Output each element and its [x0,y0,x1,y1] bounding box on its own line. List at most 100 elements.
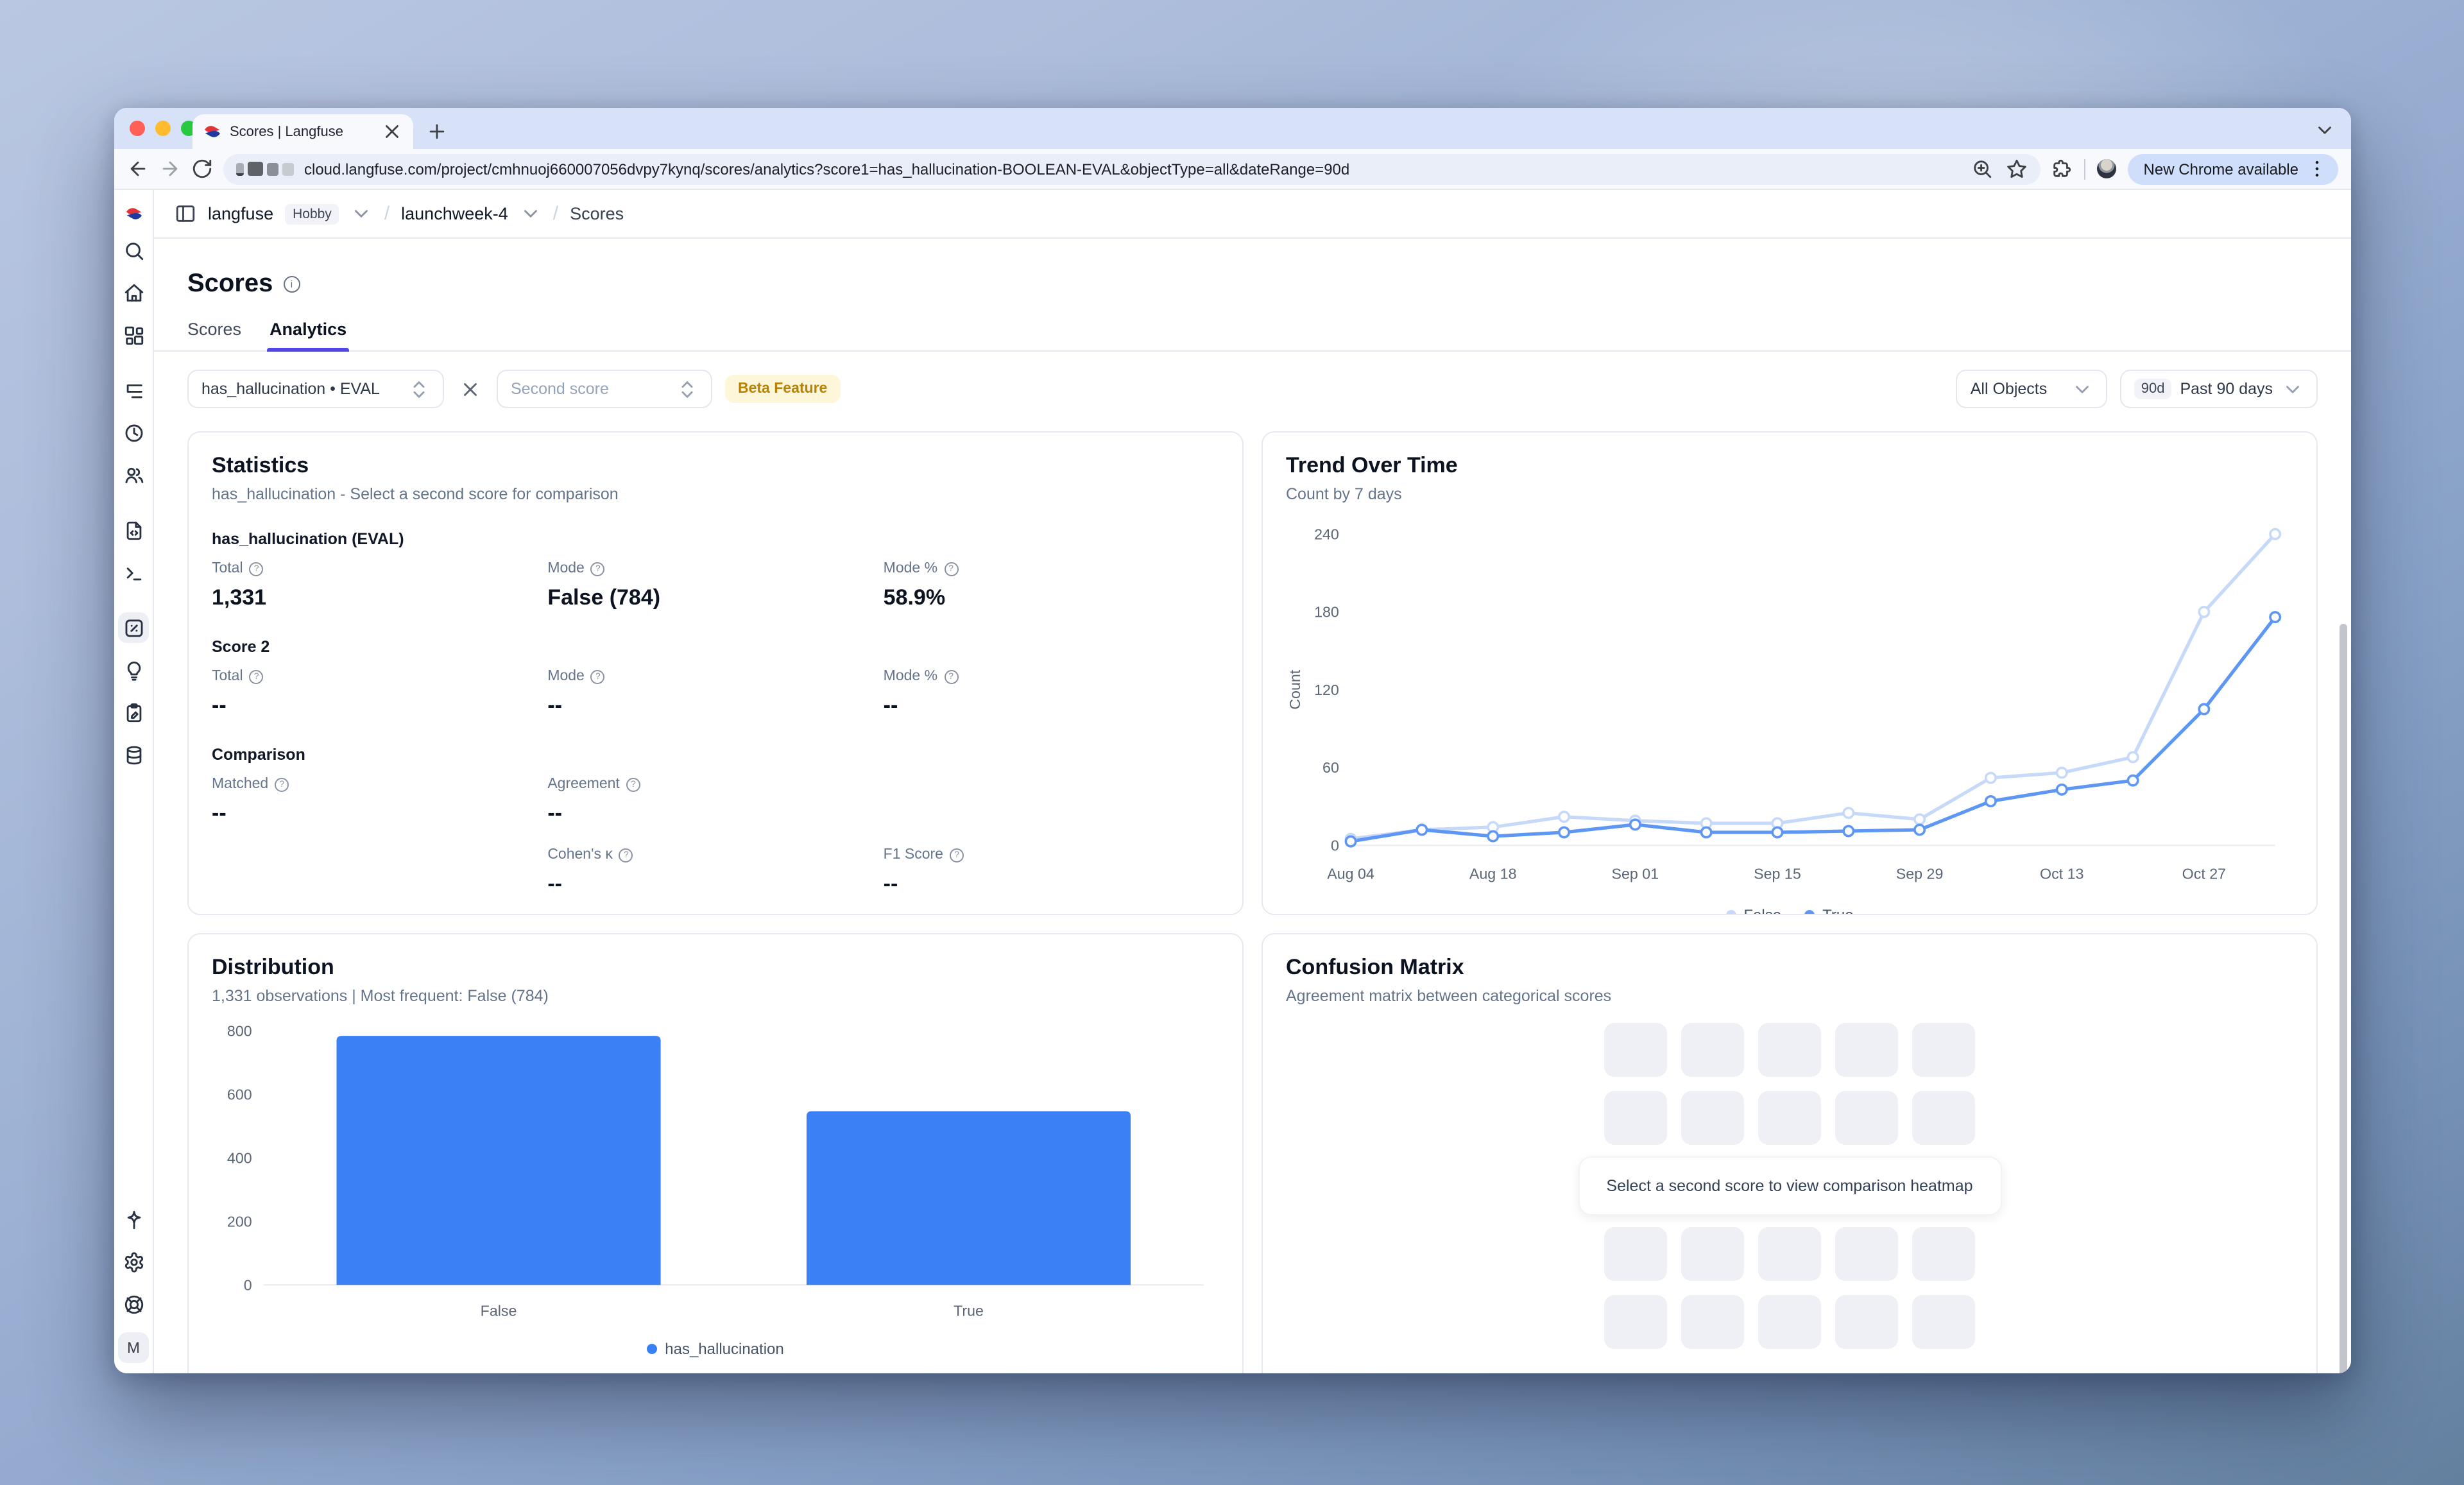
heatmap-placeholder-tile [1758,1295,1821,1349]
home-icon [123,282,144,304]
sidebar-item-playground[interactable] [118,557,149,588]
sidebar-item-datasets[interactable] [118,739,149,770]
org-chevron-down-icon[interactable] [351,203,373,225]
date-range-badge: 90d [2134,379,2171,399]
sidebar-item-sessions[interactable] [118,417,149,448]
object-type-select[interactable]: All Objects [1956,370,2108,408]
extensions-icon[interactable] [2051,158,2073,180]
help-icon[interactable]: ? [619,848,633,862]
heatmap-placeholder-tile [1604,1295,1667,1349]
chrome-menu-dots-icon[interactable] [2306,158,2328,180]
project-chevron-down-icon[interactable] [520,203,542,225]
sidebar-toggle-icon[interactable] [175,203,196,225]
confusion-title: Confusion Matrix [1286,955,1464,979]
confusion-placeholder-message: Select a second score to view comparison… [1578,1156,2001,1215]
trend-title: Trend Over Time [1286,453,1458,477]
playground-icon [123,562,144,583]
help-icon[interactable]: ? [249,669,264,683]
tab-scores[interactable]: Scores [187,320,242,339]
sidebar-item-search[interactable] [118,235,149,266]
legend-item-true: True [1804,906,1854,914]
window-controls[interactable] [130,121,196,136]
help-icon[interactable]: ? [944,562,959,576]
help-icon[interactable]: ? [275,777,289,791]
tab-analytics[interactable]: Analytics [267,320,350,352]
stat-label: F1 Score? [884,847,1219,863]
project-name[interactable]: launchweek-4 [401,204,508,223]
sidebar-item-support[interactable] [118,1289,149,1319]
user-avatar[interactable]: M [118,1332,149,1363]
chevrons-up-down-icon [676,378,698,400]
heatmap-placeholder-tile [1681,1295,1744,1349]
stat-label: Total? [212,669,547,684]
new-chrome-available-button[interactable]: New Chrome available [2128,153,2338,184]
svg-text:0: 0 [1331,837,1339,854]
info-icon[interactable]: i [283,276,300,293]
browser-window: Scores | Langfuse cloud.langfuse.com/pro… [114,108,2351,1373]
tab-close-icon[interactable] [381,121,403,142]
sidebar-item-annotation[interactable] [118,697,149,728]
browser-tab[interactable]: Scores | Langfuse [193,114,413,149]
statistics-card: Statistics has_hallucination - Select a … [187,431,1244,915]
stat-label: Cohen's κ? [547,847,883,863]
stat-block: Total? -- [212,669,547,719]
date-range-select[interactable]: 90d Past 90 days [2120,370,2318,408]
clear-score1-button[interactable] [457,378,484,400]
score2-select[interactable]: Second score [497,370,712,408]
page-tabs: Scores Analytics [154,320,2351,352]
langfuse-app: M langfuse Hobby / launchweek-4 / Scores [114,190,2351,1373]
heatmap-placeholder-tile [1758,1227,1821,1281]
chrome-profile-avatar[interactable] [2097,159,2117,178]
score1-select[interactable]: has_hallucination • EVAL [187,370,444,408]
stat-label: Matched? [212,777,547,792]
zoom-icon[interactable] [1972,158,1994,180]
forward-button[interactable] [159,158,181,180]
svg-text:Oct 13: Oct 13 [2040,866,2083,882]
back-button[interactable] [127,158,149,180]
sidebar-item-upgrade[interactable] [118,1204,149,1235]
close-window-button[interactable] [130,121,145,136]
svg-text:Sep 01: Sep 01 [1612,866,1659,882]
stat-section-heading: Score 2 [212,638,270,656]
help-icon[interactable]: ? [626,777,640,791]
sidebar-item-evals[interactable] [118,655,149,685]
svg-text:240: 240 [1314,526,1339,542]
sidebar-item-tracing[interactable] [118,375,149,406]
reload-button[interactable] [191,158,213,180]
address-bar[interactable]: cloud.langfuse.com/project/cmhnuoj660007… [223,153,2041,184]
sidebar-item-scores[interactable] [118,612,149,643]
tab-search-chevron-icon[interactable] [2314,119,2336,141]
sidebar-item-settings[interactable] [118,1246,149,1277]
sidebar-item-home[interactable] [118,277,149,308]
stat-block: F1 Score? -- [884,847,1219,897]
sidebar-item-users[interactable] [118,459,149,490]
help-icon[interactable]: ? [944,669,959,683]
stat-value: -- [212,801,227,825]
browser-toolbar: cloud.langfuse.com/project/cmhnuoj660007… [114,149,2351,190]
app-sidebar: M [114,190,154,1373]
help-icon[interactable]: ? [950,848,964,862]
sidebar-item-prompts[interactable] [118,515,149,545]
stat-value: -- [547,871,562,896]
distribution-card: Distribution 1,331 observations | Most f… [187,933,1244,1373]
svg-text:600: 600 [227,1086,252,1103]
settings-icon [123,1251,144,1273]
new-tab-button[interactable] [426,121,448,142]
stat-value: -- [883,693,898,717]
minimize-window-button[interactable] [155,121,171,136]
scores-icon [123,617,144,639]
page-scrollbar-thumb[interactable] [2340,624,2347,1373]
url-text[interactable]: cloud.langfuse.com/project/cmhnuoj660007… [304,160,1350,178]
stat-label: Mode? [547,669,883,684]
langfuse-logo[interactable] [124,204,143,223]
site-info-chip[interactable] [236,162,294,176]
help-icon[interactable]: ? [249,562,264,576]
bookmark-star-icon[interactable] [2006,158,2028,180]
svg-text:Oct 27: Oct 27 [2182,866,2226,882]
help-icon[interactable]: ? [590,669,605,683]
new-chrome-label: New Chrome available [2143,160,2298,178]
help-icon[interactable]: ? [590,562,605,576]
org-name[interactable]: langfuse [208,204,274,223]
date-range-value: Past 90 days [2180,380,2273,398]
sidebar-item-dashboards[interactable] [118,320,149,350]
